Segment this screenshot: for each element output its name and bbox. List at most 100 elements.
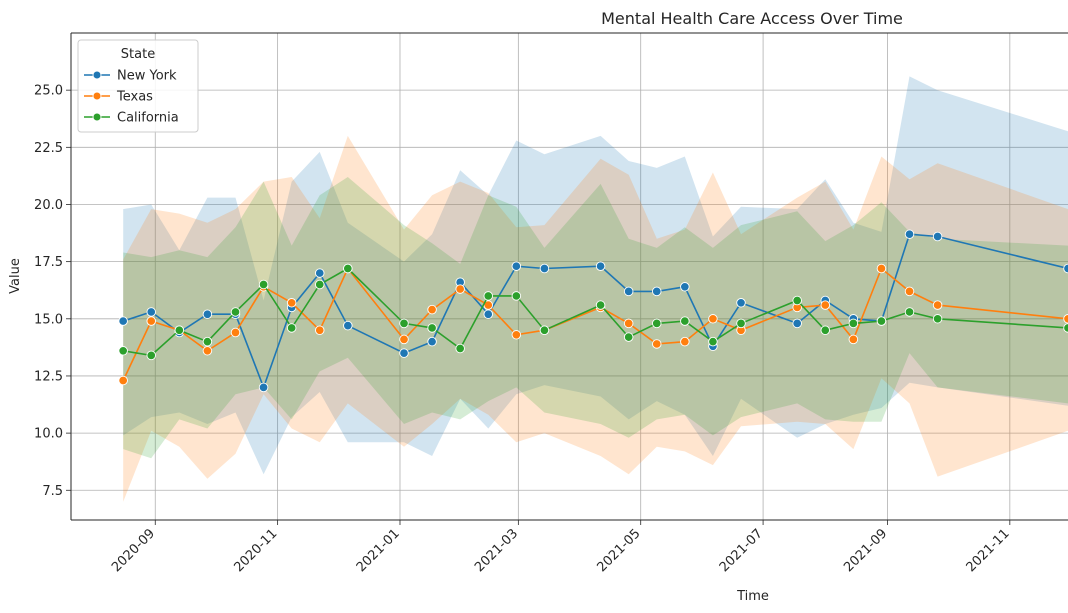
x-axis-label: Time: [736, 589, 769, 604]
data-point-california: [623, 332, 634, 342]
confidence-band-texas: [123, 135, 1068, 502]
data-point-new-york: [511, 261, 522, 271]
data-point-california: [511, 291, 522, 301]
data-point-texas: [314, 325, 325, 335]
x-tick-label: 2020-09: [109, 526, 158, 575]
data-point-texas: [820, 300, 831, 310]
data-point-california: [286, 323, 297, 333]
y-tick-label: 7.5: [42, 484, 63, 499]
data-point-california: [904, 307, 915, 317]
data-point-california: [736, 318, 746, 329]
data-point-new-york: [118, 316, 128, 326]
data-point-new-york: [904, 229, 915, 239]
data-point-california: [932, 314, 943, 324]
legend-marker-california: [92, 112, 102, 122]
data-point-texas: [904, 286, 915, 297]
y-axis-label: Value: [8, 258, 23, 294]
data-point-texas: [1063, 314, 1068, 324]
data-point-california: [118, 346, 128, 356]
data-point-california: [792, 295, 802, 306]
data-point-california: [483, 291, 494, 301]
data-point-texas: [118, 375, 128, 386]
data-point-texas: [427, 304, 437, 315]
x-tick-label: 2021-11: [964, 526, 1013, 575]
legend-label-new-york: New York: [117, 69, 177, 84]
y-tick-label: 20.0: [34, 198, 63, 213]
series-lines: [118, 229, 1068, 393]
data-point-california: [876, 316, 887, 326]
data-point-new-york: [736, 298, 746, 308]
data-point-new-york: [146, 307, 156, 317]
data-point-texas: [848, 334, 859, 345]
y-tick-label: 15.0: [34, 312, 63, 327]
y-tick-label: 25.0: [34, 84, 63, 99]
x-tick-label: 2020-11: [231, 526, 280, 575]
data-point-new-york: [258, 382, 269, 393]
series-line-new-york: [122, 233, 1068, 390]
data-point-texas: [455, 284, 465, 294]
confidence-band-new-york: [123, 76, 1068, 475]
data-point-texas: [932, 300, 943, 310]
data-point-california: [595, 300, 606, 310]
data-point-california: [708, 336, 718, 347]
data-point-california: [258, 279, 269, 290]
data-point-texas: [652, 339, 662, 349]
data-point-new-york: [427, 336, 437, 347]
data-point-new-york: [399, 348, 409, 358]
legend-box: [77, 39, 199, 133]
data-point-texas: [399, 334, 409, 345]
data-point-new-york: [202, 309, 213, 319]
legend: State New York Texas California: [77, 39, 199, 133]
y-tick-label: 10.0: [34, 427, 63, 442]
data-point-texas: [680, 336, 690, 347]
data-point-california: [230, 307, 241, 317]
y-tick-label: 17.5: [34, 255, 63, 270]
x-tick-label: 2021-03: [472, 526, 521, 575]
data-point-texas: [623, 318, 634, 329]
legend-label-california: California: [117, 111, 179, 126]
data-point-texas: [876, 263, 887, 274]
x-tick-label: 2021-05: [595, 526, 644, 575]
data-point-new-york: [539, 263, 550, 274]
series-line-texas: [122, 266, 1068, 381]
data-point-california: [202, 336, 213, 347]
data-point-california: [399, 318, 409, 329]
data-point-new-york: [483, 309, 494, 319]
data-point-new-york: [680, 282, 690, 292]
data-point-texas: [286, 298, 297, 308]
series-line-california: [123, 267, 1068, 357]
data-point-new-york: [792, 318, 802, 329]
legend-marker-texas: [92, 91, 102, 101]
data-point-new-york: [652, 286, 662, 297]
x-tick-label: 2021-07: [717, 526, 766, 575]
data-point-new-york: [343, 320, 353, 331]
data-point-california: [680, 316, 690, 326]
data-point-new-york: [932, 231, 943, 242]
confidence-band-california: [123, 177, 1068, 459]
data-point-california: [146, 350, 156, 361]
data-point-california: [820, 325, 831, 335]
data-point-texas: [146, 316, 156, 326]
data-point-texas: [511, 330, 522, 340]
data-point-new-york: [1063, 263, 1068, 274]
data-point-california: [314, 279, 325, 290]
data-point-california: [1063, 323, 1068, 333]
data-point-california: [848, 318, 859, 329]
chart-title: Mental Health Care Access Over Time: [601, 9, 903, 28]
x-tick-label: 2021-09: [841, 526, 890, 575]
data-point-california: [455, 343, 465, 354]
y-tick-label: 12.5: [34, 369, 63, 384]
data-point-new-york: [314, 268, 325, 278]
x-tick-label: 2021-01: [354, 526, 403, 575]
data-point-texas: [230, 327, 241, 338]
legend-label-texas: Texas: [116, 90, 153, 105]
data-point-new-york: [623, 286, 634, 297]
data-point-california: [652, 318, 662, 329]
data-point-new-york: [595, 261, 606, 271]
axes: [66, 32, 1068, 525]
data-point-california: [539, 325, 550, 335]
legend-title: State: [121, 47, 155, 62]
data-point-texas: [708, 314, 718, 324]
legend-marker-new-york: [92, 70, 102, 80]
